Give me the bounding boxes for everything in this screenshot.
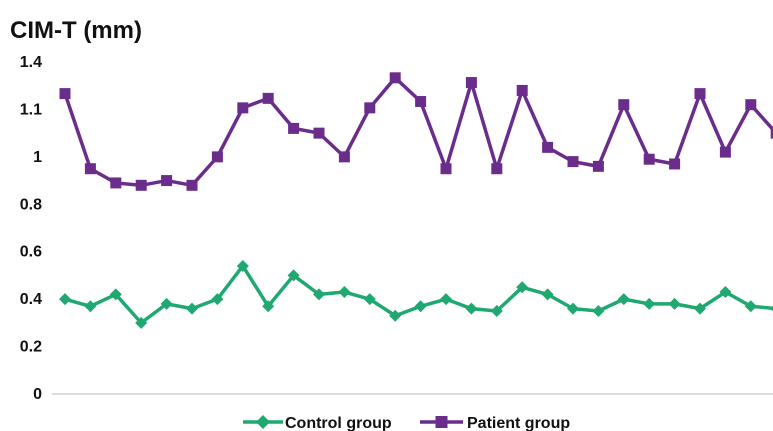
patient-group-point [567, 156, 579, 168]
patient-group-point [643, 153, 655, 165]
patient-group-point [389, 72, 401, 84]
y-tick-label: 0.8 [20, 196, 42, 213]
patient-group-line [63, 76, 773, 188]
control-group-point [236, 259, 249, 272]
patient-group-point [59, 88, 71, 100]
patient-group-point [262, 92, 274, 104]
patient-group-point [618, 99, 630, 111]
patient-group-legend-marker [435, 416, 448, 428]
y-tick-label: 0.2 [20, 339, 42, 356]
control-group-point [617, 293, 630, 306]
patient-group-point [592, 160, 604, 172]
patient-group-point [211, 151, 223, 163]
control-group-point [744, 300, 757, 313]
control-group-point [541, 288, 554, 301]
patient-group-point [745, 99, 757, 111]
control-group-point [770, 305, 773, 312]
y-tick-label: 1 [33, 149, 42, 166]
control-group-point [84, 300, 97, 313]
patient-group-point [364, 102, 376, 114]
patient-group-point [542, 141, 554, 153]
control-group-point [338, 286, 351, 299]
control-group-point [109, 288, 122, 301]
patient-group-point [694, 88, 706, 100]
patient-group-point [288, 122, 300, 134]
patient-group-point [313, 127, 325, 139]
y-tick-label: 1.4 [20, 54, 42, 71]
y-tick-label: 0.6 [20, 244, 42, 261]
y-tick-label: 0.4 [20, 291, 42, 308]
control-group-point [160, 297, 173, 310]
patient-group-point [84, 163, 96, 175]
patient-group-point [135, 179, 147, 191]
patient-group-point [415, 96, 427, 108]
control-group-point [643, 297, 656, 310]
patient-group-point [161, 175, 173, 187]
control-group-point [135, 316, 148, 329]
patient-group-point [719, 146, 731, 158]
patient-group-point [186, 179, 198, 191]
patient-group-point [338, 151, 350, 163]
control-group-point [668, 297, 681, 310]
control-group-point [59, 293, 71, 306]
patient-group-point [770, 127, 773, 139]
control-group-point [389, 309, 402, 322]
control-group-point [719, 286, 732, 299]
chart-title: CIM-T (mm) [10, 17, 142, 44]
patient-group-point [465, 77, 477, 89]
y-tick-label: 0 [33, 386, 42, 403]
control-group-point [287, 269, 300, 282]
control-group-point [694, 302, 706, 315]
control-group-point [186, 302, 198, 315]
patient-group-legend-label: Patient group [467, 415, 570, 431]
control-group-point [313, 288, 325, 301]
control-group-point [363, 293, 376, 306]
control-group-point [490, 305, 503, 317]
control-group-point [414, 300, 427, 313]
legend: Control group Patient group [243, 415, 570, 431]
plot-area [59, 72, 773, 329]
control-group-legend-marker [256, 415, 270, 429]
control-group-point [567, 302, 579, 315]
patient-group-point [237, 102, 249, 114]
control-group-line [64, 264, 773, 325]
patient-group-point [110, 177, 122, 189]
control-group-point [262, 300, 275, 313]
control-group-legend-label: Control group [285, 415, 392, 431]
patient-group-point [491, 163, 503, 175]
patient-group-point [669, 158, 681, 170]
control-group-point [440, 293, 452, 306]
control-group-point [592, 305, 605, 317]
control-group-point [516, 281, 529, 294]
y-tick-label: 1.1 [20, 101, 42, 118]
control-group-point [465, 302, 478, 315]
patient-group-point [516, 84, 528, 96]
patient-group-point [440, 163, 452, 175]
control-group-point [211, 293, 224, 306]
y-axis: 0 0.2 0.4 0.6 0.8 1 1.1 1.4 [20, 54, 42, 403]
